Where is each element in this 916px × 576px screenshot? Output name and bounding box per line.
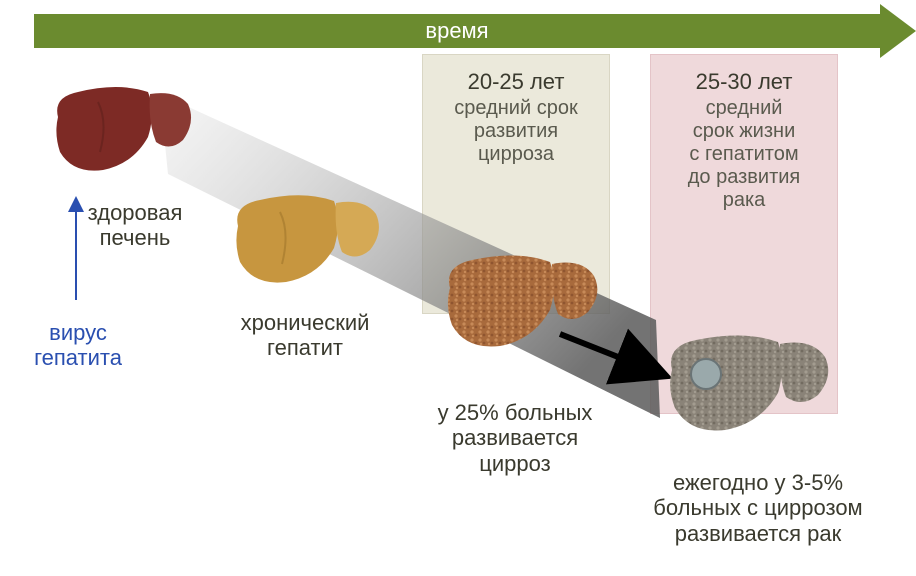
chronic-label-l1: хронический xyxy=(220,310,390,335)
chronic-label-l2: гепатит xyxy=(220,335,390,360)
chronic-label: хронический гепатит xyxy=(220,310,390,361)
cirrhosis-note-l1: у 25% больных xyxy=(410,400,620,425)
cancer-note-l1: ежегодно у 3-5% xyxy=(628,470,888,495)
cancer-note-l2: больных с циррозом xyxy=(628,495,888,520)
healthy-label: здоровая печень xyxy=(70,200,200,251)
virus-label-l1: вирус xyxy=(18,320,138,345)
cirrhosis-note-l3: цирроз xyxy=(410,451,620,476)
cancer-bottom-note: ежегодно у 3-5% больных с циррозом разви… xyxy=(628,470,888,546)
cirrhosis-note-l2: развивается xyxy=(410,425,620,450)
cancer-note-l3: развивается рак xyxy=(628,521,888,546)
healthy-label-l2: печень xyxy=(70,225,200,250)
virus-label: вирус гепатита xyxy=(18,320,138,371)
cirrhosis-bottom-note: у 25% больных развивается цирроз xyxy=(410,400,620,476)
virus-label-l2: гепатита xyxy=(18,345,138,370)
healthy-label-l1: здоровая xyxy=(70,200,200,225)
